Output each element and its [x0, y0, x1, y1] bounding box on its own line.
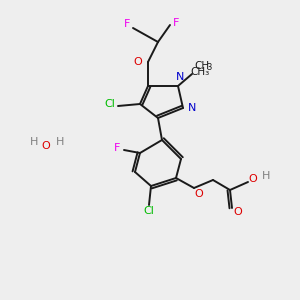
- Text: O: O: [249, 174, 257, 184]
- Text: Cl: Cl: [105, 99, 116, 109]
- Text: O: O: [134, 57, 142, 67]
- Text: F: F: [114, 143, 120, 153]
- Text: CH₃: CH₃: [190, 67, 210, 77]
- Text: CH: CH: [194, 61, 209, 71]
- Text: N: N: [188, 103, 196, 113]
- Text: H: H: [56, 137, 64, 147]
- Text: F: F: [173, 18, 179, 28]
- Text: O: O: [234, 207, 242, 217]
- Text: O: O: [42, 141, 50, 151]
- Text: 3: 3: [206, 64, 212, 73]
- Text: F: F: [124, 19, 130, 29]
- Text: Cl: Cl: [144, 206, 154, 216]
- Text: H: H: [262, 171, 270, 181]
- Text: O: O: [195, 189, 203, 199]
- Text: H: H: [30, 137, 38, 147]
- Text: N: N: [176, 72, 184, 82]
